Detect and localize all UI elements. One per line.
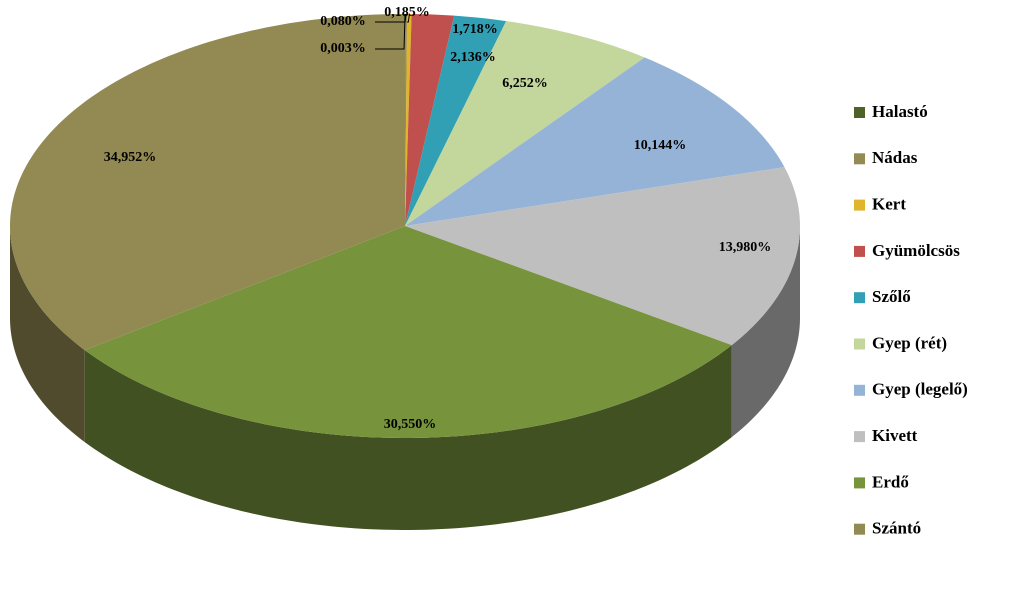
- legend-swatch: [854, 245, 865, 257]
- slice-side: [84, 345, 732, 530]
- legend-label: Halastó: [872, 102, 928, 121]
- legend-swatch: [854, 523, 865, 535]
- legend-swatch: [854, 431, 865, 443]
- legend-swatch: [854, 107, 865, 118]
- legend-label: Gyep (legelő): [872, 380, 968, 399]
- legend-swatch: [854, 292, 865, 304]
- data-label: 0,080%: [320, 14, 366, 29]
- data-label: 0,003%: [320, 41, 366, 56]
- legend-swatch: [854, 338, 865, 350]
- legend-swatch: [854, 477, 865, 489]
- slice: [84, 226, 732, 438]
- slice: [405, 14, 412, 226]
- data-label: 2,136%: [450, 50, 496, 65]
- slice: [10, 14, 406, 351]
- legend-swatch: [854, 384, 865, 396]
- leader-line: [375, 13, 406, 50]
- legend-label: Erdő: [872, 472, 909, 491]
- legend-label: Gyümölcsös: [872, 241, 960, 260]
- legend-label: Szántó: [872, 519, 921, 538]
- legend-label: Nádas: [872, 148, 918, 167]
- slice-side: [731, 226, 800, 438]
- data-label: 30,550%: [384, 417, 437, 432]
- slice: [405, 21, 645, 226]
- slice: [405, 167, 800, 346]
- data-label: 6,252%: [502, 76, 548, 91]
- legend-swatch: [854, 199, 865, 211]
- data-label: 13,980%: [719, 240, 772, 255]
- data-label: 34,952%: [104, 150, 157, 165]
- slice: [405, 14, 455, 226]
- data-label: 0,185%: [384, 5, 430, 20]
- data-label: 1,718%: [452, 22, 498, 37]
- legend-label: Kert: [872, 195, 906, 214]
- data-label: 10,144%: [634, 138, 687, 153]
- leader-line: [375, 13, 407, 23]
- slice: [405, 57, 785, 226]
- slice: [405, 15, 507, 226]
- slice-side: [10, 226, 85, 443]
- legend-label: Gyep (rét): [872, 333, 947, 352]
- legend-label: Szőlő: [872, 287, 911, 306]
- legend-swatch: [854, 153, 865, 165]
- slice: [405, 14, 408, 227]
- legend-label: Kivett: [872, 426, 918, 445]
- leader-line: [407, 13, 410, 23]
